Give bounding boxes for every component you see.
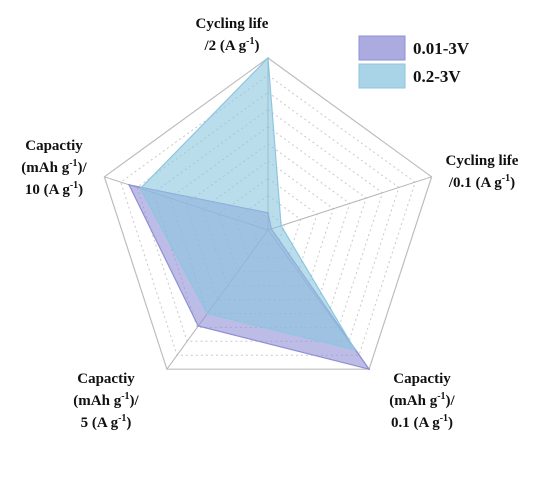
axis-label-3-line-2: 5 (A g-1): [81, 413, 132, 431]
series-1-point-4: [139, 187, 142, 190]
axis-label-0-line-0: Cycling life: [196, 16, 269, 32]
legend-label-1: 0.2-3V: [413, 67, 461, 86]
axis-spoke-1: [267, 176, 432, 231]
series-1-point-0: [267, 57, 269, 59]
legend-swatch-1: [358, 63, 406, 89]
axis-labels: Cycling life/2 (A g-1) Cycling life/0.1 (…: [21, 16, 519, 431]
legend: 0.01-3V 0.2-3V: [358, 35, 470, 89]
axis-label-2-line-0: Capactiy: [393, 371, 451, 387]
legend-label-0: 0.01-3V: [413, 39, 470, 58]
grid-ring-10: [103, 57, 433, 370]
axis-label-4-line-2: 10 (A g-1): [25, 180, 83, 198]
axis-label-2-line-2: 0.1 (A g-1): [391, 413, 453, 431]
series-0-point-2: [368, 368, 370, 371]
grid-ring-9: [120, 74, 416, 356]
axis-label-4-line-0: Capactiy: [25, 138, 83, 154]
legend-swatch-0: [358, 35, 406, 61]
series-1-point-2: [354, 348, 356, 351]
axis-label-1-line-1: /0.1 (A g-1): [448, 173, 515, 191]
axis-label-0-line-1: /2 (A g-1): [203, 36, 259, 54]
series-0-point-4: [128, 184, 130, 186]
axis-label-3-line-1: (mAh g-1)/: [73, 391, 139, 409]
series-area-1: [139, 56, 357, 351]
series-1-point-3: [206, 312, 209, 315]
series-1-point-1: [280, 224, 282, 227]
radar-series: [127, 56, 371, 371]
axis-label-3-line-0: Capactiy: [77, 371, 135, 387]
axis-label-4-line-1: (mAh g-1)/: [21, 158, 87, 176]
series-0-point-3: [197, 325, 199, 327]
axis-label-1-line-0: Cycling life: [446, 153, 519, 169]
axis-label-2-line-1: (mAh g-1)/: [389, 391, 455, 409]
